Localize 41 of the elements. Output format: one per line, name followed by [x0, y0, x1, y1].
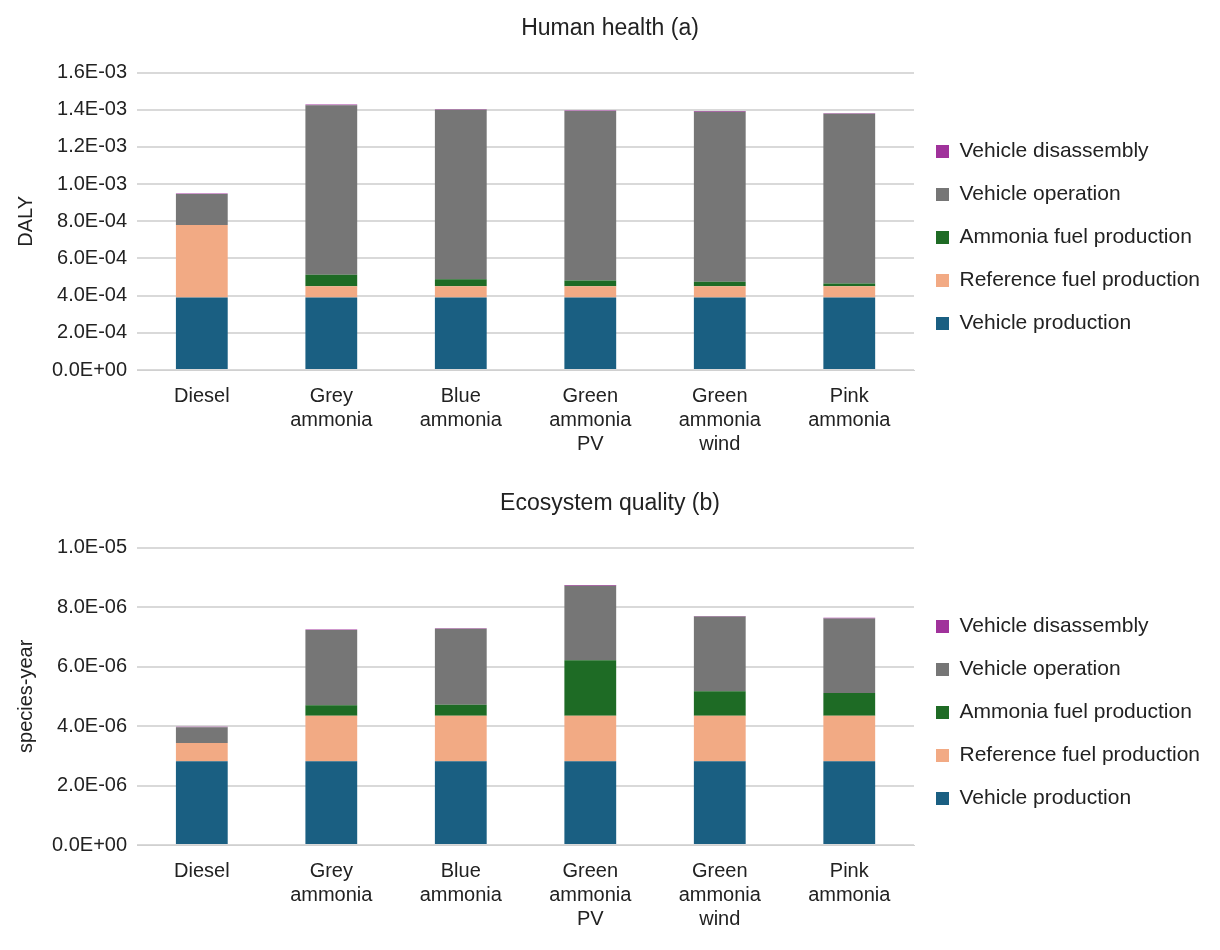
chart-title: Ecosystem quality (b): [500, 489, 720, 516]
y-tick-label: 1.4E-03: [57, 97, 128, 120]
x-tick-label: Blue ammonia: [419, 858, 503, 905]
legend-label: Reference fuel production: [959, 267, 1201, 291]
y-tick-label: 0.0E+00: [51, 832, 128, 855]
legend-label: Vehicle production: [959, 310, 1132, 334]
y-tick-label: 2.0E-04: [57, 320, 128, 343]
y-tick-label: 1.6E-03: [57, 60, 128, 83]
legend-label: Vehicle disassembly: [959, 613, 1150, 637]
legend-label: Vehicle operation: [959, 181, 1121, 205]
y-tick-label: 6.0E-04: [57, 245, 128, 268]
x-tick-label: Blue ammonia: [419, 383, 503, 430]
y-tick-label: 1.2E-03: [57, 134, 128, 157]
x-tick-label: Pink ammonia: [808, 383, 892, 430]
y-tick-label: 1.0E-03: [57, 171, 128, 194]
x-tick-label: Grey ammonia: [290, 383, 374, 430]
y-tick-label: 8.0E-04: [57, 208, 128, 231]
legend-label: Ammonia fuel production: [959, 699, 1192, 723]
y-axis-title: species-year: [13, 639, 36, 753]
y-tick-label: 6.0E-06: [57, 654, 128, 677]
y-tick-label: 1.0E-05: [57, 535, 128, 558]
x-tick-label: Pink ammonia: [808, 858, 892, 905]
x-tick-label: Diesel: [174, 383, 230, 406]
x-tick-label: Green ammonia wind: [678, 858, 762, 929]
x-tick-label: Diesel: [174, 858, 230, 881]
x-tick-label: Green ammonia PV: [549, 858, 633, 929]
x-tick-label: Green ammonia PV: [549, 383, 633, 454]
y-axis-title: DALY: [13, 195, 36, 247]
legend-label: Reference fuel production: [959, 742, 1201, 766]
legend-label: Vehicle disassembly: [959, 138, 1150, 162]
x-tick-label: Green ammonia wind: [678, 383, 762, 454]
chart-title: Human health (a): [521, 14, 699, 41]
y-tick-label: 2.0E-06: [57, 773, 128, 796]
y-tick-label: 0.0E+00: [51, 357, 128, 380]
y-tick-label: 4.0E-04: [57, 283, 128, 306]
y-tick-label: 8.0E-06: [57, 594, 128, 617]
legend-label: Vehicle operation: [959, 656, 1121, 680]
legend-label: Vehicle production: [959, 785, 1132, 809]
legend-label: Ammonia fuel production: [959, 224, 1192, 248]
x-tick-label: Grey ammonia: [290, 858, 374, 905]
y-tick-label: 4.0E-06: [57, 713, 128, 736]
